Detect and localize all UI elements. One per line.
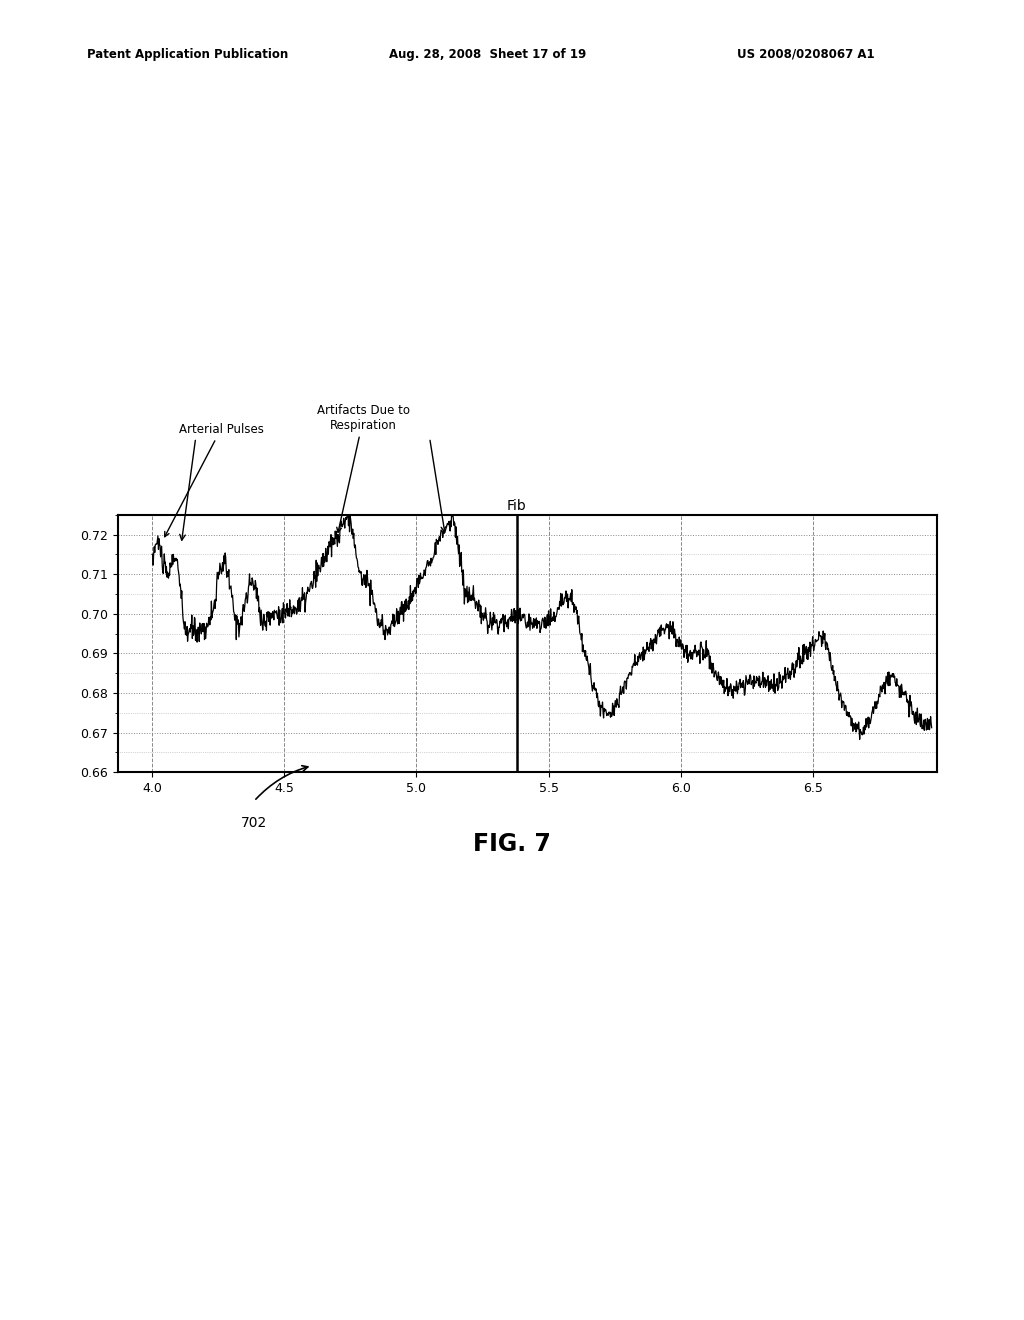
Text: Aug. 28, 2008  Sheet 17 of 19: Aug. 28, 2008 Sheet 17 of 19 (389, 48, 587, 61)
Text: Fib: Fib (507, 499, 526, 513)
Text: Patent Application Publication: Patent Application Publication (87, 48, 289, 61)
Text: FIG. 7: FIG. 7 (473, 832, 551, 855)
Text: Artifacts Due to
Respiration: Artifacts Due to Respiration (317, 404, 410, 532)
Text: Arterial Pulses: Arterial Pulses (165, 422, 263, 537)
Text: 702: 702 (241, 816, 267, 830)
Text: US 2008/0208067 A1: US 2008/0208067 A1 (737, 48, 874, 61)
